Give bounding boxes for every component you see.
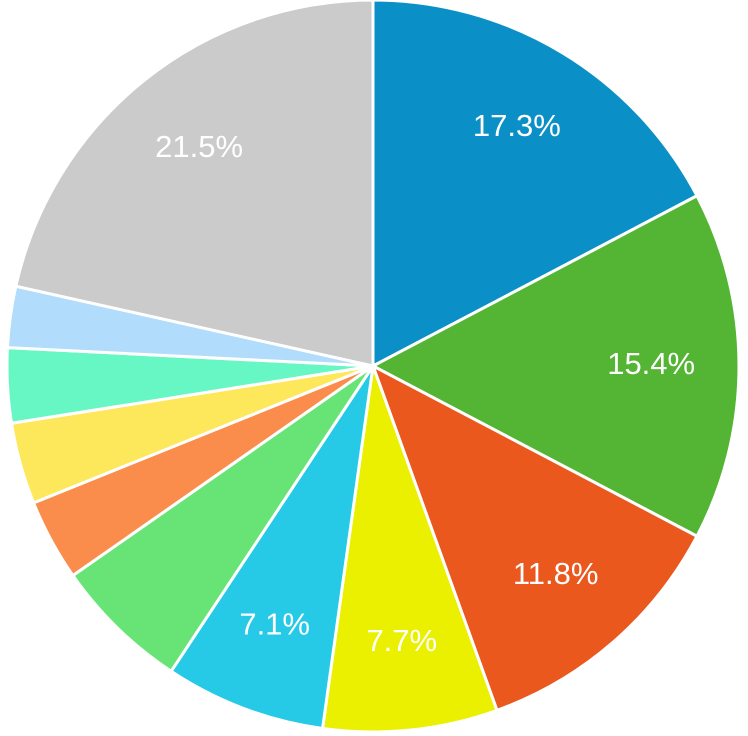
pie-slice: [371, 0, 699, 368]
pie-slice: [14, 0, 375, 368]
value-label: 17.3%: [473, 108, 561, 143]
pie-slice: [371, 194, 741, 538]
value-label: 11.8%: [513, 556, 599, 591]
pie-slice: [169, 364, 375, 731]
value-label: 7.1%: [239, 606, 310, 641]
value-label: 7.7%: [366, 623, 437, 658]
value-label: 21.5%: [155, 129, 243, 164]
pie-slice: [321, 364, 499, 734]
pie-slice: [371, 364, 699, 712]
value-label: 15.4%: [607, 346, 695, 381]
pie-slice: [71, 364, 375, 673]
